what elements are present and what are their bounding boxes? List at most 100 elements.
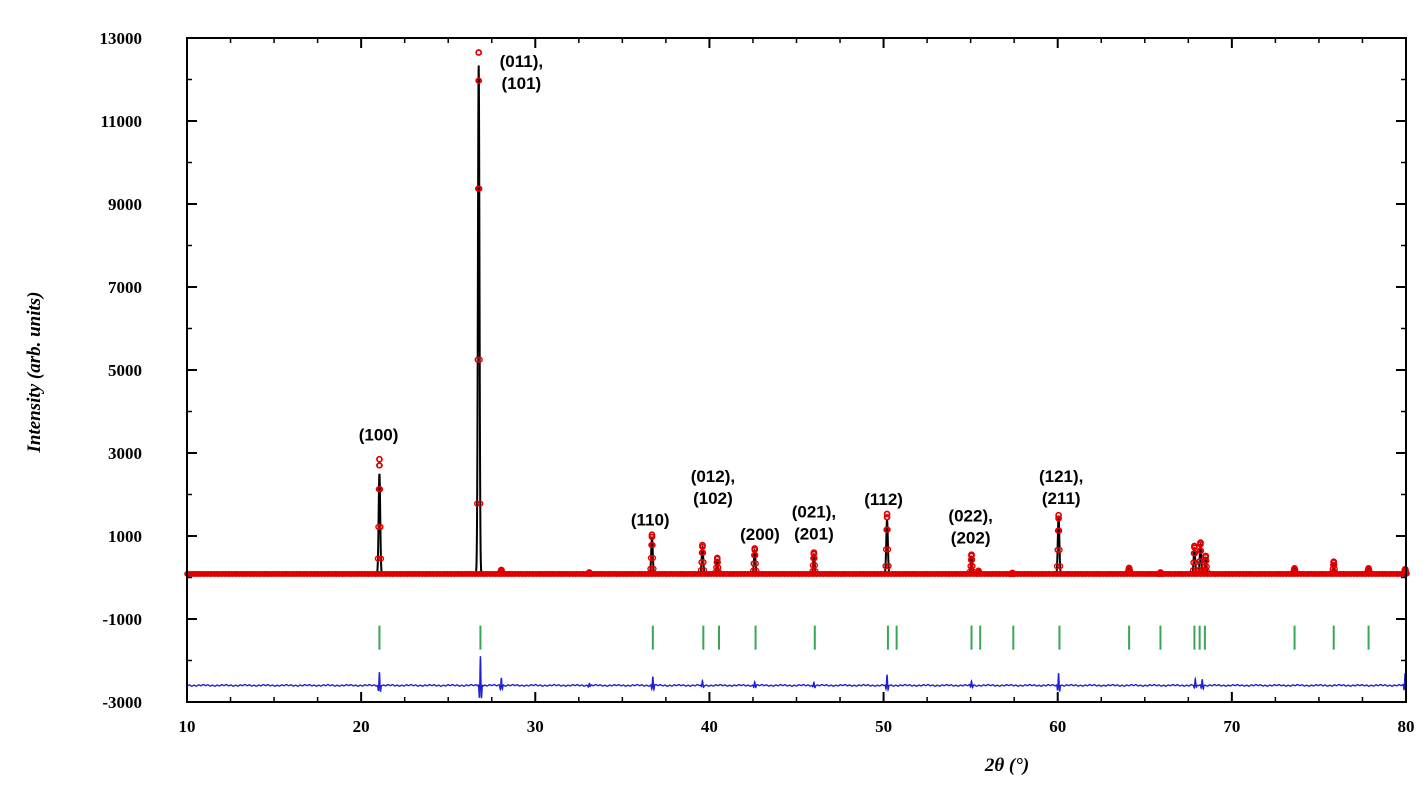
hkl-peak-label-line: (100) bbox=[359, 426, 399, 445]
observed-point bbox=[1158, 570, 1166, 578]
observed-point bbox=[377, 555, 385, 562]
hkl-peak-label-line: (211) bbox=[1042, 489, 1081, 508]
observed-point bbox=[885, 562, 892, 570]
observed-point bbox=[715, 568, 722, 576]
observed-point bbox=[1190, 559, 1197, 566]
hkl-peak-label-line: (121), bbox=[1039, 467, 1083, 486]
observed-peak-point bbox=[1125, 564, 1133, 572]
hkl-peak-label: (121), (211) bbox=[1039, 467, 1083, 508]
observed-point bbox=[1054, 546, 1061, 554]
observed-point bbox=[475, 77, 483, 84]
observed-peak-point bbox=[1291, 565, 1298, 572]
observed-point bbox=[1053, 563, 1061, 570]
hkl-peak-label-line: (200) bbox=[740, 525, 780, 544]
observed-point bbox=[1189, 567, 1196, 574]
hkl-peak-label-line: (102) bbox=[693, 489, 733, 508]
hkl-peak-label-line: (201) bbox=[794, 524, 834, 543]
observed-peak-point bbox=[648, 531, 656, 539]
observed-point bbox=[1201, 563, 1208, 570]
observed-peak-point bbox=[1202, 552, 1210, 560]
observed-point bbox=[1055, 515, 1062, 522]
observed-point bbox=[1191, 550, 1199, 557]
peak-annotation-layer: (100) (011), (101) (110) (012), (102) (200) (02… bbox=[359, 52, 1084, 547]
observed-point bbox=[377, 523, 384, 531]
plot-frame bbox=[186, 37, 1407, 703]
observed-point bbox=[967, 563, 974, 570]
observed-point bbox=[587, 570, 594, 578]
observed-peak-point bbox=[699, 541, 706, 549]
y-tick-label: 1000 bbox=[108, 527, 142, 546]
observed-point bbox=[474, 500, 481, 507]
y-tick-label: 13000 bbox=[100, 29, 143, 48]
calculated-layer bbox=[187, 65, 1407, 576]
observed-point bbox=[752, 552, 759, 559]
observed-point bbox=[753, 567, 760, 574]
observed-point bbox=[1332, 569, 1339, 576]
observed-point bbox=[1127, 570, 1134, 577]
observed-point bbox=[884, 514, 891, 521]
observed-peak-point bbox=[883, 510, 891, 518]
observed-point bbox=[1196, 558, 1203, 565]
x-tick-label: 30 bbox=[527, 717, 544, 736]
x-tick-label: 80 bbox=[1398, 717, 1415, 736]
observed-point bbox=[698, 559, 705, 566]
hkl-peak-label: (110) bbox=[631, 511, 670, 530]
hkl-peak-label: (022), (202) bbox=[948, 506, 992, 547]
hkl-peak-label: (011), (101) bbox=[500, 52, 543, 93]
observed-peak-point bbox=[713, 554, 721, 562]
observed-point bbox=[700, 559, 707, 566]
observed-point bbox=[650, 565, 657, 572]
hkl-peak-label-line: (011), bbox=[500, 52, 543, 71]
observed-point bbox=[1198, 547, 1205, 554]
observed-peak-point bbox=[1197, 539, 1204, 546]
observed-point bbox=[374, 555, 381, 562]
hkl-peak-label: (100) bbox=[359, 426, 399, 445]
observed-peak-point bbox=[1191, 542, 1198, 550]
observed-point bbox=[750, 567, 757, 574]
observed-point bbox=[699, 549, 707, 556]
tick-layer: 10 20 30 40 50 60 70 80 -3000 -1000 1000 3000 5000 70… bbox=[100, 29, 1415, 736]
observed-point bbox=[1056, 546, 1063, 554]
x-tick-label: 20 bbox=[353, 717, 370, 736]
hkl-peak-label: (021), (201) bbox=[792, 502, 836, 543]
observed-peak-point bbox=[1157, 569, 1164, 576]
x-tick-label: 70 bbox=[1223, 717, 1240, 736]
y-tick-label: 7000 bbox=[108, 278, 142, 297]
hkl-peak-label: (012), (102) bbox=[691, 467, 735, 508]
observed-peak-point bbox=[975, 567, 982, 575]
bragg-layer bbox=[378, 625, 1370, 650]
observed-peak-point bbox=[810, 549, 818, 556]
calculated-profile-line bbox=[187, 65, 1407, 576]
observed-peak-point bbox=[1330, 558, 1338, 566]
x-axis-label: 2θ (°) bbox=[984, 755, 1029, 776]
observed-layer bbox=[184, 49, 1410, 578]
label-layer: 2θ (°) Intensity (arb. units) bbox=[24, 291, 1029, 776]
hkl-peak-label-line: (110) bbox=[631, 511, 670, 530]
observed-point bbox=[697, 567, 705, 574]
observed-point bbox=[809, 562, 816, 569]
observed-point bbox=[1192, 567, 1200, 574]
y-tick-label: 9000 bbox=[108, 195, 142, 214]
x-tick-label: 10 bbox=[179, 717, 196, 736]
observed-point bbox=[884, 526, 891, 533]
y-tick-label: 5000 bbox=[108, 361, 142, 380]
hkl-peak-label-line: (012), bbox=[691, 467, 735, 486]
y-tick-label: -3000 bbox=[102, 693, 142, 712]
observed-peak-point bbox=[968, 551, 975, 559]
observed-peak-point bbox=[751, 545, 759, 552]
observed-point bbox=[1331, 565, 1338, 573]
y-tick-label: -1000 bbox=[102, 610, 142, 629]
observed-point bbox=[477, 500, 484, 507]
observed-point bbox=[649, 541, 656, 549]
observed-point bbox=[812, 568, 819, 575]
observed-peak-point bbox=[1055, 511, 1062, 519]
difference-layer bbox=[186, 656, 1407, 699]
hkl-peak-label: (112) bbox=[864, 490, 903, 509]
y-tick-label: 11000 bbox=[100, 112, 142, 131]
y-axis-label: Intensity (arb. units) bbox=[24, 291, 45, 453]
observed-point bbox=[1057, 563, 1064, 570]
observed-peak-point bbox=[497, 566, 505, 574]
observed-point bbox=[476, 356, 483, 363]
observed-point bbox=[882, 562, 889, 570]
